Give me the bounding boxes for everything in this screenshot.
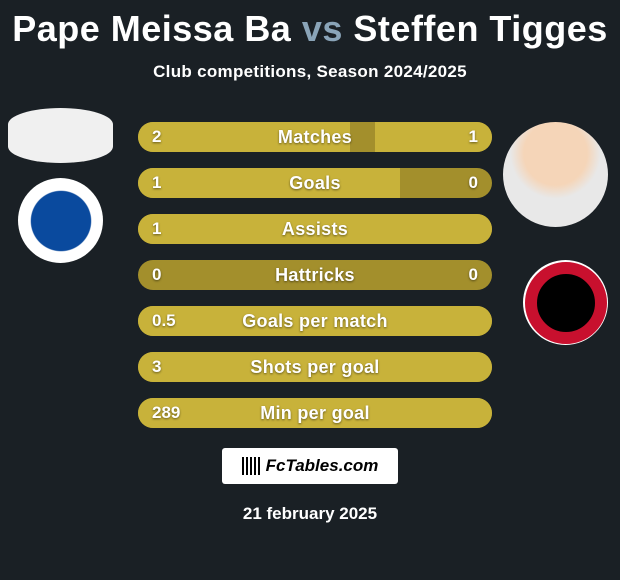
stat-row: 0.5Goals per match [138, 306, 492, 336]
stat-label: Goals per match [138, 306, 492, 336]
footer-date: 21 february 2025 [0, 504, 620, 524]
stat-row: 00Hattricks [138, 260, 492, 290]
vs-text: vs [302, 8, 343, 49]
player1-photo [8, 108, 113, 163]
footer-brand-text: FcTables.com [266, 456, 379, 476]
stat-label: Goals [138, 168, 492, 198]
player1-name: Pape Meissa Ba [12, 8, 291, 49]
stat-row: 289Min per goal [138, 398, 492, 428]
stat-row: 3Shots per goal [138, 352, 492, 382]
footer-brand: FcTables.com [222, 448, 398, 484]
stat-row: 1Assists [138, 214, 492, 244]
stat-label: Matches [138, 122, 492, 152]
player2-club-logo [523, 260, 608, 345]
stat-label: Assists [138, 214, 492, 244]
stat-label: Min per goal [138, 398, 492, 428]
subtitle: Club competitions, Season 2024/2025 [0, 62, 620, 82]
stats-bars: 21Matches 10Goals 1Assists 00Hattricks 0.5Go… [138, 122, 492, 444]
stat-row: 21Matches [138, 122, 492, 152]
stat-label: Shots per goal [138, 352, 492, 382]
stat-label: Hattricks [138, 260, 492, 290]
stat-row: 10Goals [138, 168, 492, 198]
player2-photo [503, 122, 608, 227]
comparison-title: Pape Meissa Ba vs Steffen Tigges [0, 0, 620, 50]
player2-name: Steffen Tigges [353, 8, 607, 49]
player1-club-logo [18, 178, 103, 263]
